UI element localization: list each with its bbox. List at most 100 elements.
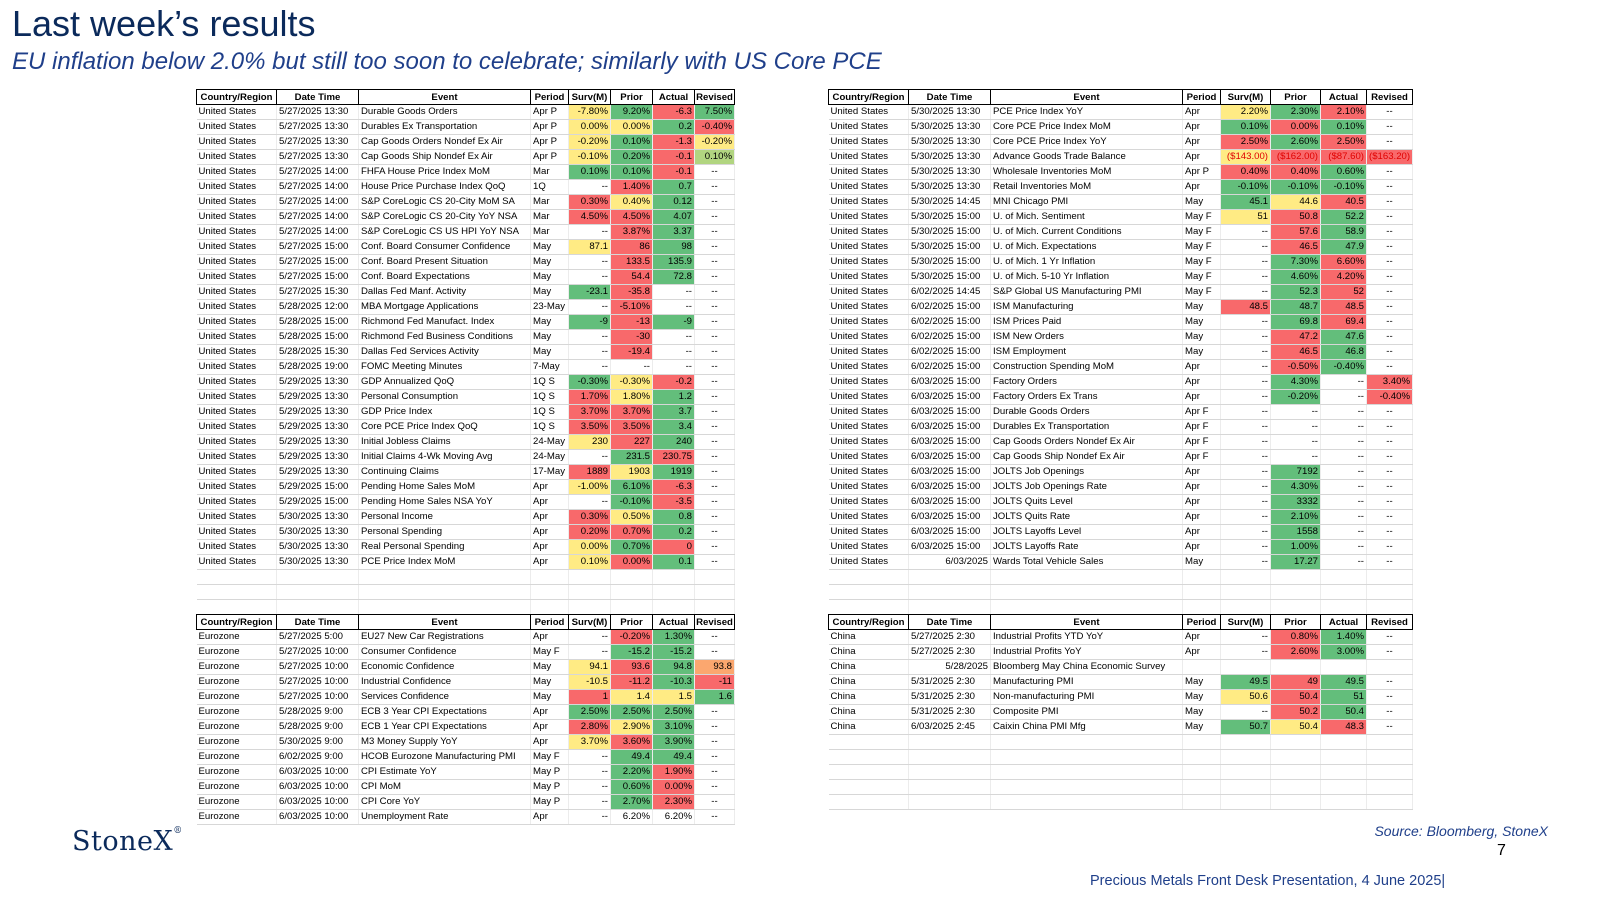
cell-actual: 1.5 <box>652 689 695 705</box>
cell-survey: -- <box>1220 554 1271 570</box>
cell-actual: 46.8 <box>1320 344 1367 360</box>
cell-datetime: 5/29/2025 13:30 <box>276 404 359 420</box>
table-row: United States 6/03/2025 15:00 JOLTS Quits … <box>828 509 1413 525</box>
column-header-period: Period <box>530 614 569 630</box>
cell-revised: -- <box>1366 539 1413 555</box>
cell-datetime: 6/02/2025 9:00 <box>276 749 359 765</box>
cell-actual: 0.12 <box>652 194 695 210</box>
empty-row <box>828 794 1413 810</box>
eurozone-results-table: Country/Region Date Time Event Period Surv(M… <box>196 614 735 825</box>
cell-country: China <box>828 674 909 690</box>
cell-datetime: 5/29/2025 15:00 <box>276 479 359 495</box>
cell-actual: 48.5 <box>1320 299 1367 315</box>
cell-datetime: 6/03/2025 15:00 <box>908 404 991 420</box>
cell-period: May P <box>530 794 569 810</box>
cell-period: Apr <box>530 539 569 555</box>
empty-cell <box>1366 764 1413 780</box>
cell-period: May <box>1182 689 1221 705</box>
cell-event: Wards Total Vehicle Sales <box>990 554 1183 570</box>
cell-period: Apr <box>530 809 569 825</box>
cell-datetime: 6/03/2025 15:00 <box>908 419 991 435</box>
empty-cell <box>1320 794 1367 810</box>
cell-revised: ($163.20) <box>1366 149 1413 165</box>
cell-event: Services Confidence <box>358 689 531 705</box>
cell-datetime: 5/28/2025 15:00 <box>276 314 359 330</box>
cell-event: MBA Mortgage Applications <box>358 299 531 315</box>
cell-prior: 46.5 <box>1270 344 1321 360</box>
cell-revised: 93.8 <box>694 659 735 675</box>
cell-country: Eurozone <box>196 764 277 780</box>
empty-cell <box>990 734 1183 750</box>
cell-event: JOLTS Job Openings Rate <box>990 479 1183 495</box>
cell-datetime: 5/27/2025 14:00 <box>276 224 359 240</box>
cell-survey: -- <box>1220 239 1271 255</box>
cell-survey: 0.30% <box>568 509 611 525</box>
table-row: China 5/27/2025 2:30 Industrial Profits Yo… <box>828 644 1413 660</box>
cell-survey: -- <box>568 329 611 345</box>
cell-prior: -- <box>610 359 653 375</box>
cell-datetime: 6/02/2025 15:00 <box>908 329 991 345</box>
cell-actual: 3.37 <box>652 224 695 240</box>
cell-actual: 52.2 <box>1320 209 1367 225</box>
cell-country: United States <box>828 134 909 150</box>
cell-datetime: 5/27/2025 13:30 <box>276 149 359 165</box>
table-row: United States 6/03/2025 15:00 JOLTS Layoff… <box>828 524 1413 540</box>
cell-actual <box>1320 659 1367 675</box>
cell-prior: 1903 <box>610 464 653 480</box>
cell-event: EU27 New Car Registrations <box>358 629 531 645</box>
cell-period: Apr <box>530 554 569 570</box>
column-header-period: Period <box>1182 614 1221 630</box>
empty-cell <box>828 794 909 810</box>
cell-revised: -- <box>1366 629 1413 645</box>
cell-period: Apr P <box>530 149 569 165</box>
table-row: China 6/03/2025 2:45 Caixin China PMI Mfg M… <box>828 719 1413 735</box>
cell-actual: 4.07 <box>652 209 695 225</box>
cell-country: Eurozone <box>196 704 277 720</box>
table-row: United States 5/29/2025 13:30 Initial Jobl… <box>196 434 735 450</box>
cell-revised: -- <box>694 629 735 645</box>
empty-cell <box>196 569 277 585</box>
cell-revised: -0.40% <box>1366 389 1413 405</box>
cell-country: United States <box>196 224 277 240</box>
cell-prior: 1.00% <box>1270 539 1321 555</box>
cell-country: Eurozone <box>196 779 277 795</box>
cell-survey: 0.40% <box>1220 164 1271 180</box>
column-header-country: Country/Region <box>828 614 909 630</box>
cell-revised: -- <box>694 194 735 210</box>
cell-event: Factory Orders <box>990 374 1183 390</box>
empty-cell <box>990 749 1183 765</box>
cell-actual: -- <box>1320 449 1367 465</box>
table-row: United States 5/30/2025 13:30 PCE Price In… <box>196 554 735 570</box>
cell-prior: -- <box>1270 404 1321 420</box>
column-header-event: Event <box>358 614 531 630</box>
cell-prior: 0.10% <box>610 164 653 180</box>
column-header-revised: Revised <box>694 89 735 105</box>
empty-row <box>196 584 735 600</box>
cell-datetime: 6/03/2025 2:45 <box>908 719 991 735</box>
empty-row <box>196 599 735 615</box>
cell-period: May <box>1182 719 1221 735</box>
header-row: Country/Region Date Time Event Period Surv(M… <box>828 614 1413 630</box>
cell-prior: 50.2 <box>1270 704 1321 720</box>
cell-datetime: 5/30/2025 13:30 <box>276 554 359 570</box>
cell-survey: -- <box>568 224 611 240</box>
cell-country: United States <box>196 134 277 150</box>
table-row: United States 5/28/2025 19:00 FOMC Meeting… <box>196 359 735 375</box>
cell-survey: -- <box>568 269 611 285</box>
cell-country: United States <box>828 389 909 405</box>
cell-period: Apr <box>1182 389 1221 405</box>
cell-event: FOMC Meeting Minutes <box>358 359 531 375</box>
cell-survey: 0.20% <box>568 524 611 540</box>
cell-revised: -- <box>694 329 735 345</box>
column-header-actual: Actual <box>652 89 695 105</box>
empty-row <box>828 779 1413 795</box>
cell-actual: 2.10% <box>1320 104 1367 120</box>
cell-prior: -0.10% <box>610 494 653 510</box>
cell-prior: 0.40% <box>1270 164 1321 180</box>
cell-datetime: 5/30/2025 13:30 <box>908 104 991 120</box>
cell-datetime: 5/27/2025 14:00 <box>276 194 359 210</box>
empty-cell <box>694 599 735 615</box>
cell-actual: 0.2 <box>652 119 695 135</box>
page-subtitle: EU inflation below 2.0% but still too so… <box>12 48 882 75</box>
cell-survey: 0.30% <box>568 194 611 210</box>
